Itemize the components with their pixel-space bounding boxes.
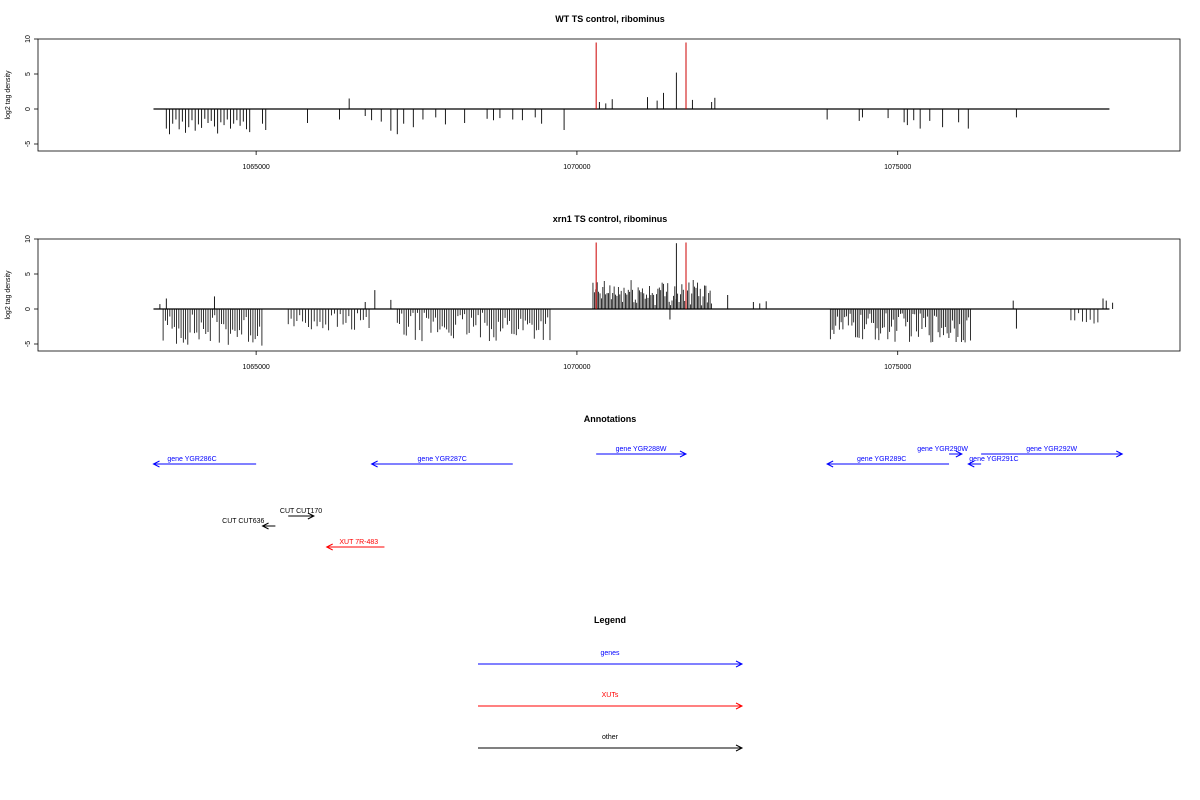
- arrow-head: [967, 460, 975, 468]
- annotation-arrow: [325, 543, 385, 551]
- annotation-arrow: [370, 460, 513, 468]
- y-tick-label: 10: [25, 35, 32, 43]
- x-tick-label: 1065000: [243, 364, 270, 371]
- arrow-head: [261, 522, 269, 530]
- annotation-arrow: [826, 460, 950, 468]
- wt-density-panel: WT TS control, ribominus log2 tag densit…: [5, 14, 1181, 171]
- legend-arrow: [478, 660, 744, 668]
- annotation-label: XUT 7R-483: [339, 539, 378, 546]
- y-tick-label: 0: [25, 307, 32, 311]
- wt-panel-title: WT TS control, ribominus: [555, 14, 665, 24]
- arrow-head: [307, 512, 315, 520]
- legend-label: XUTs: [602, 692, 619, 699]
- y-tick-label: -5: [25, 341, 32, 347]
- y-tick-label: 5: [25, 272, 32, 276]
- xrn1-density-panel: xrn1 TS control, ribominus log2 tag dens…: [5, 214, 1181, 371]
- x-tick-label: 1075000: [884, 364, 911, 371]
- arrow-head: [325, 543, 333, 551]
- arrow-head: [735, 744, 744, 752]
- annotations-panel: Annotations gene YGR286C gene YGR287C gene…: [152, 414, 1124, 551]
- legend-label: other: [602, 734, 619, 741]
- legend-arrow: [478, 744, 744, 752]
- plot-frame: [37, 38, 1181, 152]
- plot-frame: [37, 238, 1181, 352]
- annotation-label: CUT CUT170: [280, 508, 322, 515]
- xrn1-y-axis-label: log2 tag density: [5, 270, 12, 320]
- annotation-arrow: [949, 450, 963, 458]
- y-tick-label: -5: [25, 141, 32, 147]
- arrow-head: [735, 660, 744, 668]
- y-tick-label: 0: [25, 107, 32, 111]
- arrow-head: [679, 450, 688, 458]
- annotation-arrow: [596, 450, 688, 458]
- arrow-head: [826, 460, 834, 468]
- annotation-arrow: [981, 450, 1124, 458]
- legend-panel: Legend genes XUTs other: [478, 615, 744, 752]
- y-tick-label: 10: [25, 235, 32, 243]
- wt-y-axis-label: log2 tag density: [5, 70, 12, 120]
- annotation-label: gene YGR291C: [969, 456, 1018, 463]
- legend-title: Legend: [594, 615, 626, 625]
- x-tick-label: 1070000: [563, 164, 590, 171]
- annotation-arrow: [288, 512, 315, 520]
- arrow-head: [735, 702, 744, 710]
- y-tick-label: 5: [25, 72, 32, 76]
- legend-arrow: [478, 702, 744, 710]
- arrow-head: [370, 460, 378, 468]
- x-tick-label: 1070000: [563, 364, 590, 371]
- annotations-title: Annotations: [584, 414, 637, 424]
- arrow-head: [1116, 450, 1124, 458]
- annotation-label: gene YGR287C: [418, 456, 467, 463]
- xrn1-panel-title: xrn1 TS control, ribominus: [553, 214, 668, 224]
- x-tick-label: 1065000: [243, 164, 270, 171]
- annotation-label: gene YGR288W: [616, 446, 667, 453]
- annotation-label: gene YGR290W: [917, 446, 968, 453]
- arrow-head: [152, 460, 160, 468]
- annotation-label: gene YGR289C: [857, 456, 906, 463]
- legend-label: genes: [600, 650, 620, 657]
- annotation-arrow: [261, 522, 276, 530]
- arrow-head: [955, 450, 963, 458]
- annotation-arrow: [967, 460, 982, 468]
- annotation-arrow: [152, 460, 257, 468]
- x-tick-label: 1075000: [884, 164, 911, 171]
- annotation-label: gene YGR292W: [1026, 446, 1077, 453]
- annotation-label: gene YGR286C: [167, 456, 216, 463]
- annotation-label: CUT CUT636: [222, 518, 264, 525]
